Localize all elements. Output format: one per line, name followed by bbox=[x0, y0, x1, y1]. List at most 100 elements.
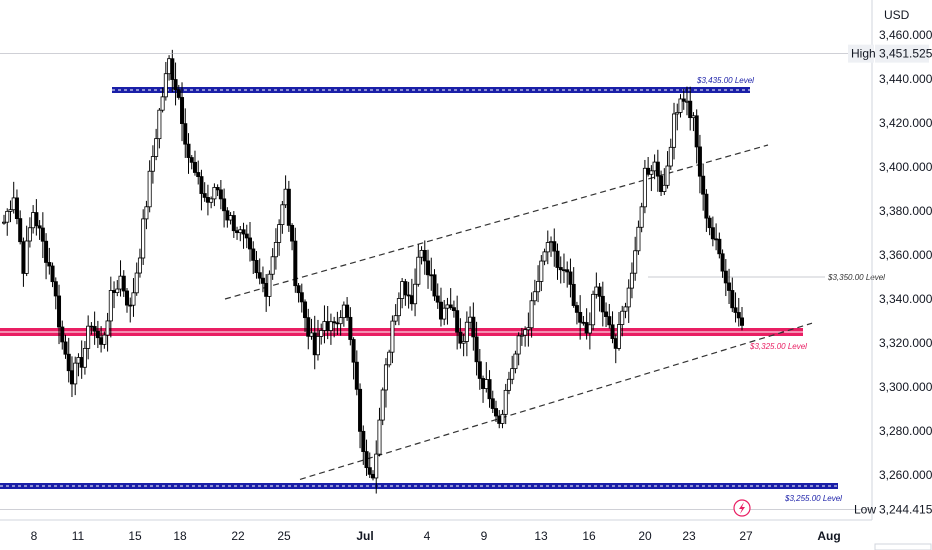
candle-down bbox=[458, 331, 463, 344]
candle-up bbox=[393, 315, 398, 322]
candle-down bbox=[251, 248, 256, 261]
candle-up bbox=[283, 188, 288, 206]
candle-down bbox=[490, 398, 495, 409]
candle-down bbox=[348, 316, 353, 340]
candle-up bbox=[147, 170, 152, 208]
candle-down bbox=[50, 265, 55, 283]
candle-down bbox=[581, 321, 586, 324]
candle-up bbox=[154, 138, 159, 157]
candle-up bbox=[270, 256, 275, 275]
candle-down bbox=[44, 240, 49, 263]
candle-down bbox=[92, 326, 97, 332]
candle-down bbox=[597, 286, 602, 297]
axis-corner bbox=[874, 543, 932, 550]
candle-up bbox=[387, 351, 392, 366]
candle-up bbox=[484, 379, 489, 389]
candle-down bbox=[740, 317, 745, 326]
candle-up bbox=[675, 112, 680, 115]
candle-up bbox=[273, 242, 278, 258]
candle-up bbox=[108, 290, 113, 322]
x-tick-label: 25 bbox=[277, 529, 291, 543]
candle-down bbox=[121, 275, 126, 292]
candle-down bbox=[646, 167, 651, 175]
candle-up bbox=[633, 250, 638, 274]
candle-up bbox=[163, 73, 168, 98]
candle-up bbox=[277, 224, 282, 243]
candle-up bbox=[413, 283, 418, 305]
candle-down bbox=[112, 290, 117, 294]
candle-down bbox=[99, 337, 104, 345]
candle-down bbox=[247, 237, 252, 250]
candle-down bbox=[655, 161, 660, 177]
candle-up bbox=[267, 273, 272, 297]
candle-up bbox=[468, 316, 473, 323]
x-tick-label: 9 bbox=[481, 529, 488, 543]
candle-down bbox=[60, 326, 65, 343]
candle-up bbox=[587, 324, 592, 334]
candle-down bbox=[720, 253, 725, 272]
candle-up bbox=[319, 330, 324, 337]
candle-down bbox=[63, 341, 68, 355]
candle-up bbox=[545, 242, 550, 253]
currency-label: USD bbox=[884, 8, 910, 22]
x-tick-label: 20 bbox=[638, 529, 652, 543]
candle-up bbox=[131, 292, 136, 306]
candle-down bbox=[694, 115, 699, 148]
candle-down bbox=[303, 301, 308, 319]
candle-down bbox=[225, 210, 230, 221]
candle-down bbox=[707, 217, 712, 229]
candle-up bbox=[102, 334, 107, 345]
candle-down bbox=[493, 408, 498, 417]
candle-down bbox=[571, 283, 576, 306]
candle-up bbox=[144, 206, 149, 220]
candle-up bbox=[5, 210, 10, 223]
y-tick-label: 3,380.000 bbox=[879, 204, 932, 218]
candle-down bbox=[561, 269, 566, 272]
time-axis[interactable]: 8 11 15 18 22 25 Jul 4 9 13 16 20 23 27 Aug bbox=[0, 519, 932, 550]
price-axis[interactable]: 3,260.000 3,280.000 3,300.000 3,320.000 3,34… bbox=[0, 0, 932, 520]
candle-down bbox=[613, 338, 618, 349]
candle-up bbox=[519, 334, 524, 337]
candle-down bbox=[325, 321, 330, 331]
candle-up bbox=[86, 325, 91, 349]
candle-down bbox=[57, 295, 62, 328]
candle-down bbox=[487, 379, 492, 400]
candle-up bbox=[442, 307, 447, 320]
candle-down bbox=[264, 282, 269, 297]
candle-up bbox=[160, 96, 165, 111]
candle-up bbox=[503, 389, 508, 415]
candle-up bbox=[649, 170, 654, 175]
channel-lines bbox=[224, 144, 813, 480]
level-label-3350: $3,350.00 Level bbox=[827, 273, 885, 282]
candle-down bbox=[47, 262, 52, 267]
candle-down bbox=[451, 307, 456, 312]
candle-up bbox=[506, 378, 511, 391]
candle-up bbox=[516, 335, 521, 355]
candle-up bbox=[665, 165, 670, 186]
candle-down bbox=[235, 230, 240, 234]
candle-up bbox=[209, 198, 214, 203]
candle-down bbox=[730, 290, 735, 309]
high-label: High bbox=[851, 47, 876, 61]
candle-down bbox=[66, 353, 71, 372]
candle-up bbox=[419, 249, 424, 258]
candle-up bbox=[672, 113, 677, 148]
y-tick-label: 3,400.000 bbox=[879, 160, 932, 174]
candle-up bbox=[383, 364, 388, 391]
lightning-icon[interactable] bbox=[733, 499, 751, 517]
high-value-badge bbox=[875, 44, 929, 63]
candle-up bbox=[617, 324, 622, 349]
candle-down bbox=[552, 241, 557, 252]
candle-down bbox=[364, 451, 369, 469]
candle-down bbox=[241, 229, 246, 235]
candle-down bbox=[296, 285, 301, 294]
candle-up bbox=[2, 221, 7, 224]
candle-up bbox=[341, 304, 346, 319]
candle-up bbox=[523, 329, 528, 336]
candle-down bbox=[717, 238, 722, 255]
candle-up bbox=[134, 272, 139, 294]
candle-up bbox=[157, 109, 162, 140]
candle-down bbox=[257, 272, 262, 279]
candle-down bbox=[196, 172, 201, 177]
